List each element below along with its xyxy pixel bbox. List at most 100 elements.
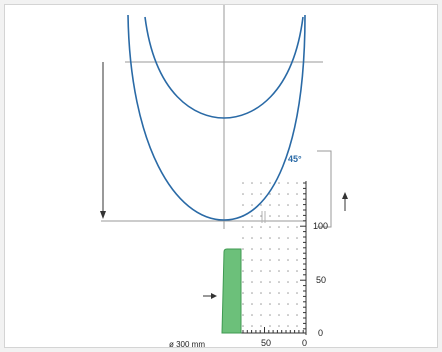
diameter-label: ø 300 mm: [169, 340, 205, 349]
grid-dot: [269, 215, 271, 217]
grid-dot: [251, 182, 253, 184]
grid-dot: [260, 314, 262, 316]
grid-dot: [269, 314, 271, 316]
grid-dot: [260, 237, 262, 239]
grid-dot: [287, 281, 289, 283]
grid-dot: [242, 182, 244, 184]
grid-dot: [296, 281, 298, 283]
grid-dot: [260, 270, 262, 272]
grid-dot: [278, 281, 280, 283]
bottom-axis-ticks: [242, 327, 304, 333]
grid-dot: [287, 193, 289, 195]
grid-dot: [269, 237, 271, 239]
grid-dot: [251, 215, 253, 217]
grid-dot: [242, 193, 244, 195]
grid-dot: [287, 270, 289, 272]
grid-dot: [242, 226, 244, 228]
bottom-tick-label-0: 0: [302, 338, 307, 348]
tick-label-100: 100: [313, 221, 328, 231]
arrow-up-icon: [342, 192, 348, 199]
grid-dot: [260, 325, 262, 327]
diagram-frame: 45° 100 50 0 50 0 ø 300 mm: [4, 4, 438, 349]
grid-dot: [287, 226, 289, 228]
grid-dot: [269, 226, 271, 228]
grid-dot: [296, 292, 298, 294]
grid-dot: [269, 248, 271, 250]
grid-dot: [269, 270, 271, 272]
grid-dot: [260, 303, 262, 305]
cup-bottom-tick: [261, 211, 266, 223]
grid-dot: [278, 237, 280, 239]
grid-dot: [296, 215, 298, 217]
angle-label: 45°: [288, 154, 302, 164]
grid-dot: [242, 303, 244, 305]
right-bracket: [317, 150, 332, 228]
grid-dot: [242, 314, 244, 316]
grid-dot: [287, 248, 289, 250]
arrow-right-icon: [211, 293, 217, 299]
grid-dot: [242, 325, 244, 327]
grid-dot: [251, 281, 253, 283]
grid-dot: [251, 237, 253, 239]
grid-dot: [296, 259, 298, 261]
grid-dot: [278, 270, 280, 272]
right-axis-ticks: [300, 182, 306, 330]
grid-dot: [296, 204, 298, 206]
grid-dot: [296, 226, 298, 228]
grid-dot: [269, 303, 271, 305]
grid-dot: [278, 226, 280, 228]
arrow-down-icon: [100, 211, 106, 219]
upper-curve: [144, 16, 304, 119]
grid-dot: [287, 314, 289, 316]
grid-dot: [269, 259, 271, 261]
grid-dot: [269, 281, 271, 283]
grid-dot: [251, 303, 253, 305]
grid-dot: [278, 248, 280, 250]
grid-dot: [251, 259, 253, 261]
grid-dot: [278, 292, 280, 294]
grid-dot: [242, 237, 244, 239]
tick-label-0: 0: [318, 328, 323, 338]
level-bar: [221, 248, 242, 334]
tick-label-50: 50: [316, 275, 326, 285]
grid-dot: [242, 259, 244, 261]
grid-dot: [251, 292, 253, 294]
grid-dot: [296, 325, 298, 327]
grid-dot: [242, 292, 244, 294]
grid-dot: [251, 325, 253, 327]
bottom-tick-label-50: 50: [261, 338, 271, 348]
grid-dot: [296, 193, 298, 195]
grid-dot: [287, 215, 289, 217]
grid-dot: [242, 204, 244, 206]
grid-dot: [278, 303, 280, 305]
grid-dot: [251, 226, 253, 228]
grid-dot: [269, 325, 271, 327]
grid-dot: [287, 325, 289, 327]
grid-dot: [251, 248, 253, 250]
grid-dot: [269, 182, 271, 184]
grid-dot: [260, 193, 262, 195]
grid-dot: [287, 204, 289, 206]
grid-dot: [260, 292, 262, 294]
diagram-svg: 45° 100 50 0 50 0 ø 300 mm: [100, 5, 348, 349]
grid-dot: [260, 226, 262, 228]
grid-dot: [278, 259, 280, 261]
grid-dot: [287, 303, 289, 305]
grid-dot: [278, 204, 280, 206]
grid-dot: [278, 193, 280, 195]
grid-dot: [296, 182, 298, 184]
grid-dot: [251, 314, 253, 316]
grid-dot: [296, 270, 298, 272]
grid-dot: [242, 281, 244, 283]
grid-dot: [296, 303, 298, 305]
grid-dot: [287, 182, 289, 184]
grid-dot: [278, 182, 280, 184]
grid-dot: [278, 325, 280, 327]
grid-dot: [260, 259, 262, 261]
grid-dot: [296, 237, 298, 239]
lower-curve: [127, 14, 306, 221]
grid-dot: [296, 314, 298, 316]
grid-dot: [269, 204, 271, 206]
grid-dot: [260, 215, 262, 217]
grid-dot: [242, 270, 244, 272]
